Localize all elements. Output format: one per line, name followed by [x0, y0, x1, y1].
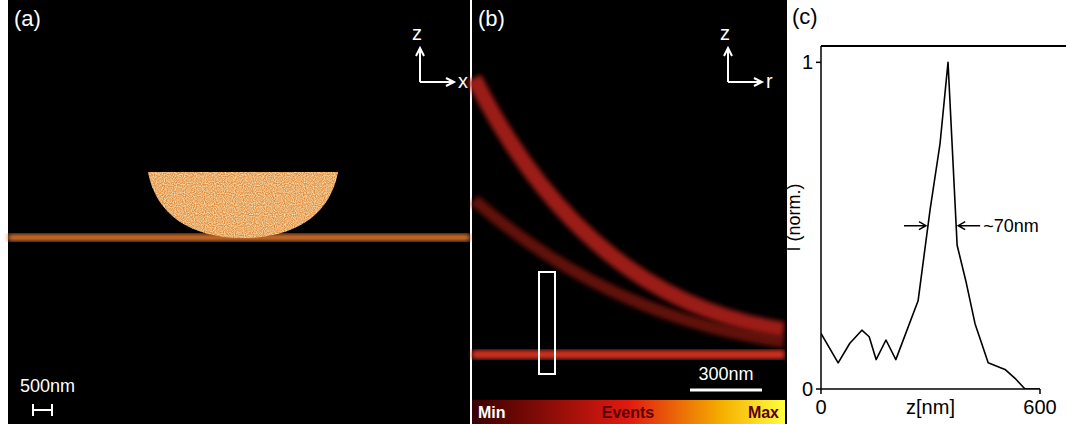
axis-label: z [720, 22, 730, 44]
scale-bar-label: 300nm [698, 364, 753, 384]
x-tick [820, 389, 822, 394]
axis-label: z [412, 22, 422, 44]
profile-box [539, 272, 555, 374]
panel-label: (a) [14, 6, 41, 31]
panel-b: (b) z r 300nm Min Events Max [472, 0, 785, 424]
axis-label: r [766, 70, 773, 92]
colorbar-label: Events [602, 404, 655, 421]
inner-arc [474, 200, 784, 342]
panel-a: (a) z x 500nm [8, 0, 470, 424]
y-tick [816, 62, 821, 64]
profile-line [821, 62, 1040, 389]
y-axis-title: I (norm.) [784, 183, 804, 251]
y-tick-label: 1 [802, 51, 813, 73]
axis-label: x [458, 70, 468, 92]
fwhm-label: ~70nm [983, 216, 1039, 236]
figure: (a) z x 500nm (b) z r 300nm Min Events Max (c) 0 1 0 60… [0, 0, 1070, 424]
x-axis [821, 388, 1040, 390]
x-tick-label: 600 [1023, 396, 1056, 418]
colorbar-label: Max [748, 404, 779, 421]
scale-bar-label: 500nm [20, 376, 75, 396]
x-tick [1039, 389, 1041, 394]
panel-label: (c) [792, 4, 818, 29]
scale-bar [690, 389, 762, 392]
fwhm-annotation: ~70nm [904, 216, 1039, 236]
fwhm-arrow [958, 222, 980, 230]
frame-top [821, 45, 1066, 47]
panel-c: (c) 0 1 0 600 z[nm] I (norm.) ~70nm [784, 0, 1070, 424]
colorbar-label: Min [478, 404, 506, 421]
fwhm-arrow [904, 222, 926, 230]
droplet-texture [148, 172, 338, 238]
line-group [821, 62, 1040, 389]
x-tick-label: 0 [815, 396, 826, 418]
axis-arrows [416, 48, 454, 86]
interface-line [472, 350, 785, 359]
image-background [472, 0, 785, 400]
plot-background [785, 0, 1070, 424]
y-tick-label: 0 [802, 378, 813, 400]
droplet [148, 172, 338, 238]
axis-arrows [724, 48, 762, 86]
y-axis [820, 46, 822, 389]
scale-bar [33, 404, 52, 416]
colorbar [472, 400, 785, 424]
panel-label: (b) [478, 6, 505, 31]
image-background [8, 0, 470, 424]
x-axis-title: z[nm] [906, 396, 955, 418]
